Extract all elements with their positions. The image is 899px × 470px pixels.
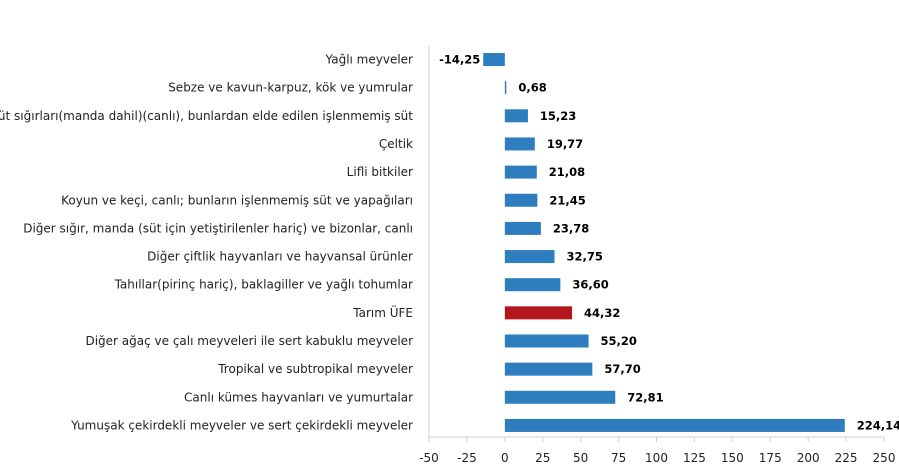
data-label: -14,25 — [439, 53, 480, 67]
x-tick-label: 50 — [573, 451, 588, 465]
data-label: 21,45 — [549, 193, 585, 207]
x-tick-label: -25 — [457, 451, 477, 465]
data-label: 36,60 — [572, 278, 608, 292]
x-tick-label: 0 — [501, 451, 509, 465]
data-label: 57,70 — [604, 362, 640, 376]
category-label: Diğer sığır, manda (süt için yetiştirile… — [23, 221, 413, 235]
category-label: Süt sığırları(manda dahil)(canlı), bunla… — [0, 109, 413, 123]
category-label: Lifli bitkiler — [347, 165, 413, 179]
bar — [504, 193, 538, 207]
data-label: 72,81 — [627, 390, 663, 404]
category-label: Koyun ve keçi, canlı; bunların işlenmemi… — [61, 193, 413, 207]
category-label: Çeltik — [379, 137, 413, 151]
category-label: Diğer ağaç ve çalı meyveleri ile sert ka… — [85, 334, 413, 348]
data-label: 55,20 — [601, 334, 637, 348]
bars-layer — [483, 53, 845, 432]
bar — [504, 109, 528, 123]
data-label: 224,14 — [857, 418, 899, 432]
x-tick-label: 250 — [873, 451, 896, 465]
bar — [504, 278, 561, 292]
bar — [504, 165, 537, 179]
bar — [504, 137, 535, 151]
category-label: Diğer çiftlik hayvanları ve hayvansal ür… — [147, 250, 413, 264]
bar — [504, 362, 593, 376]
category-label: Canlı kümes hayvanları ve yumurtalar — [184, 390, 413, 404]
x-tick-label: 225 — [835, 451, 858, 465]
x-tick-label: 75 — [611, 451, 626, 465]
category-labels: Yağlı meyveler Sebze ve kavun-karpuz, kök… — [0, 53, 413, 433]
data-label: 15,23 — [540, 109, 576, 123]
bar — [504, 418, 845, 432]
data-label: 32,75 — [567, 250, 603, 264]
bar — [504, 334, 589, 348]
axis-layer — [428, 45, 885, 442]
x-tick-label: 175 — [759, 451, 782, 465]
x-axis-tick-labels: -50 -25 0 25 50 75 100 125 150 175 200 225 250 — [419, 451, 895, 465]
bar — [504, 390, 616, 404]
x-tick-label: -50 — [419, 451, 439, 465]
bar — [504, 250, 555, 264]
category-label: Tahıllar(pirinç hariç), baklagiller ve y… — [114, 278, 413, 292]
bar — [504, 221, 541, 235]
bar — [483, 53, 505, 66]
data-label: 23,78 — [553, 221, 589, 235]
category-label: Tropikal ve subtropikal meyveler — [217, 362, 413, 376]
x-tick-label: 150 — [721, 451, 744, 465]
data-label: 19,77 — [547, 137, 583, 151]
bar — [504, 306, 573, 320]
x-tick-label: 25 — [535, 451, 550, 465]
x-tick-label: 200 — [797, 451, 820, 465]
data-label: 44,32 — [584, 306, 620, 320]
x-tick-label: 125 — [683, 451, 706, 465]
category-label: Sebze ve kavun-karpuz, kök ve yumrular — [168, 81, 413, 95]
data-label: 0,68 — [518, 81, 546, 95]
value-labels: -14,25 0,68 15,23 19,77 21,08 21,45 23,78 32,75… — [439, 53, 899, 433]
x-tick-label: 100 — [645, 451, 668, 465]
bar — [504, 81, 507, 95]
data-label: 21,08 — [549, 165, 585, 179]
category-label: Tarım ÜFE — [352, 304, 413, 320]
category-label: Yumuşak çekirdekli meyveler ve sert çeki… — [70, 418, 413, 432]
category-label: Yağlı meyveler — [325, 53, 414, 67]
